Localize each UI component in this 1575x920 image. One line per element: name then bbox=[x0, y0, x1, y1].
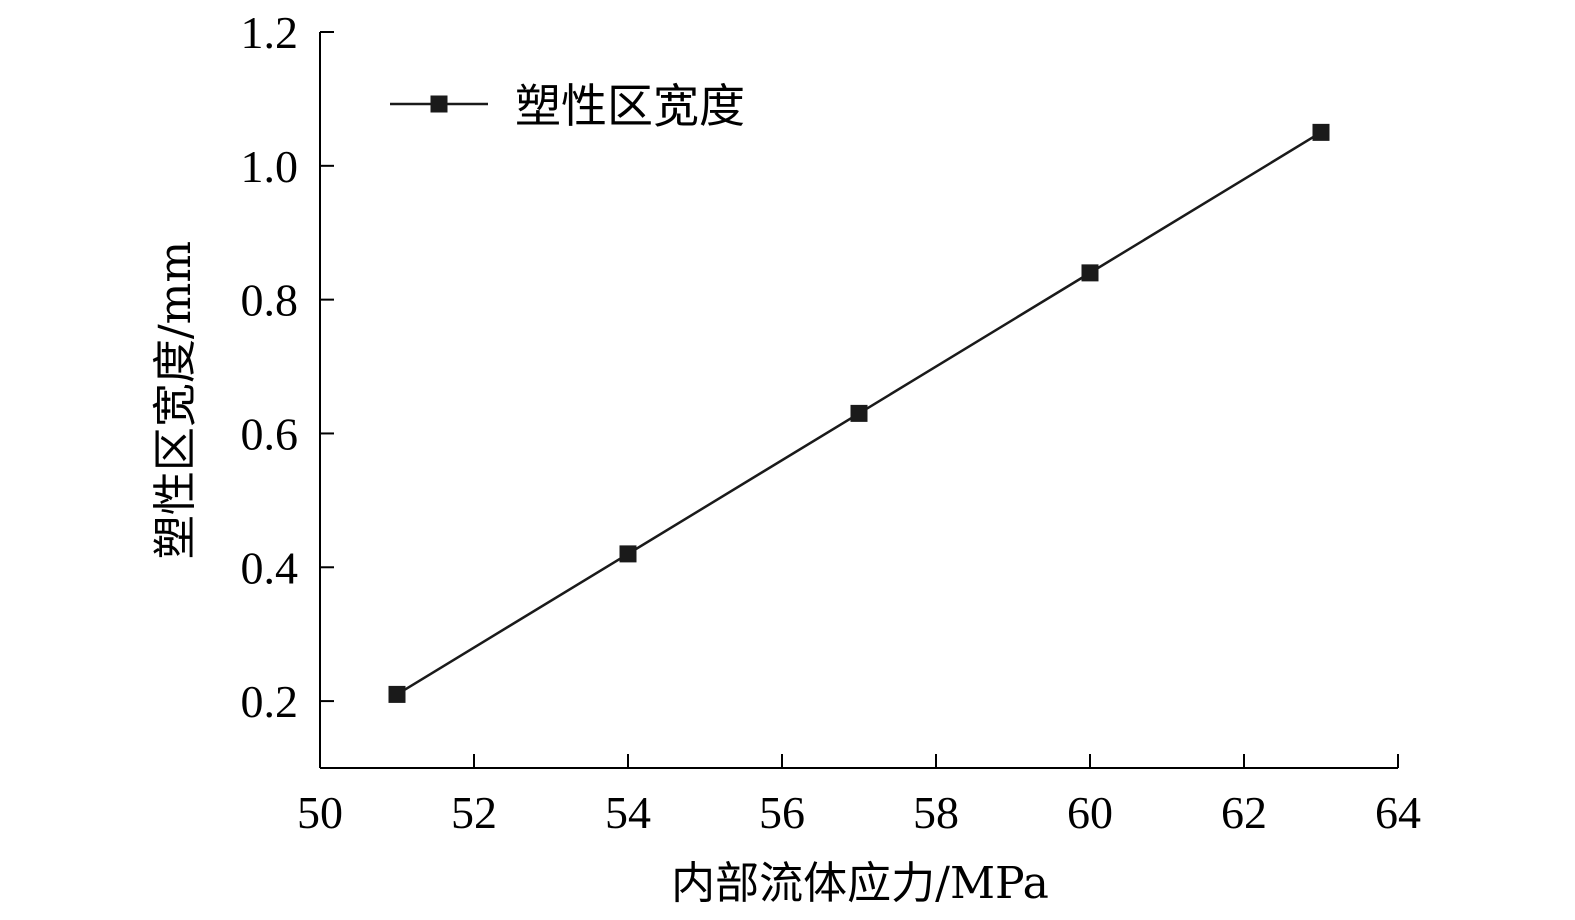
legend-label: 塑性区宽度 bbox=[515, 79, 745, 133]
x-tick-label: 62 bbox=[1221, 787, 1267, 838]
data-point bbox=[1081, 264, 1099, 282]
x-tick-label: 56 bbox=[759, 787, 805, 838]
x-axis-title: 内部流体应力/MPa bbox=[671, 858, 1049, 909]
data-point bbox=[619, 545, 637, 563]
legend-marker-square bbox=[430, 95, 448, 113]
y-tick-label: 0.4 bbox=[241, 542, 299, 593]
y-tick-label: 1.2 bbox=[241, 7, 299, 58]
x-tick-label: 52 bbox=[451, 787, 497, 838]
x-tick-label: 50 bbox=[297, 787, 343, 838]
data-point bbox=[388, 685, 406, 703]
series-layer bbox=[388, 123, 1330, 703]
x-tick-label: 60 bbox=[1067, 787, 1113, 838]
x-tick-label: 64 bbox=[1375, 787, 1421, 838]
data-point bbox=[1312, 123, 1330, 141]
x-tick-label: 54 bbox=[605, 787, 651, 838]
axes bbox=[319, 32, 1398, 769]
y-axis-ticks: 0.2 0.4 0.6 0.8 1.0 1.2 bbox=[241, 7, 334, 727]
legend: 塑性区宽度 bbox=[390, 79, 745, 133]
y-tick-label: 0.2 bbox=[241, 676, 299, 727]
y-axis-title: 塑性区宽度/mm bbox=[150, 241, 201, 559]
y-tick-label: 1.0 bbox=[241, 141, 299, 192]
y-tick-label: 0.8 bbox=[241, 275, 299, 326]
y-tick-label: 0.6 bbox=[241, 408, 299, 459]
x-tick-label: 58 bbox=[913, 787, 959, 838]
x-axis-ticks: 50 52 54 56 58 60 62 64 bbox=[297, 754, 1421, 838]
data-point bbox=[850, 404, 868, 422]
